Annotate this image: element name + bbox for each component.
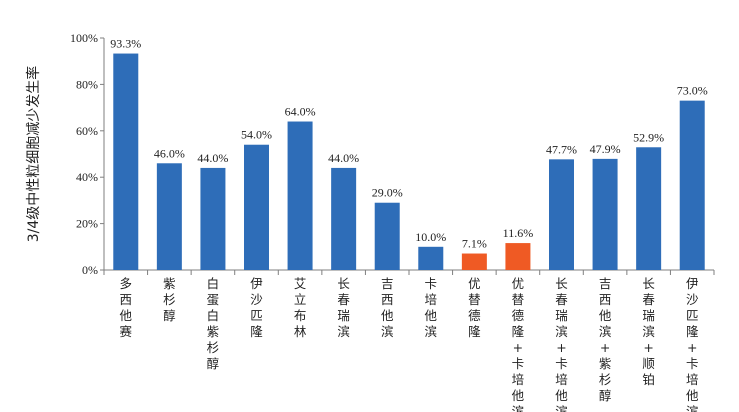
category-label: 吉西他滨 [381, 276, 394, 339]
y-tick-label: 100% [70, 31, 98, 45]
category-label: 长春瑞滨+顺铂 [642, 276, 655, 387]
y-tick-label: 80% [76, 77, 98, 91]
y-tick-label: 60% [76, 124, 98, 138]
category-label: 优替德隆+卡培他滨 [512, 276, 525, 412]
bar [636, 147, 662, 270]
y-axis-label-group: 3/4级中性粒细胞减少发生率 [25, 66, 42, 243]
bar [156, 163, 182, 270]
category-label: 紫杉醇 [163, 276, 176, 323]
data-labels: 93.3% 46.0% 44.0% 54.0% 64.0% 44.0% 29.0% 10.0%… [110, 37, 707, 251]
data-label: 47.7% [546, 142, 577, 156]
category-label: 白蛋白紫杉醇 [207, 276, 220, 371]
bar [200, 167, 226, 270]
category-label: 优替德隆 [468, 276, 481, 339]
axes [103, 38, 715, 275]
bar [331, 167, 357, 270]
category-label: 吉西他滨+紫杉醇 [599, 276, 612, 403]
category-label: 长春瑞滨 [337, 276, 350, 339]
category-label: 长春瑞滨+卡培他滨 [555, 276, 568, 412]
data-label: 93.3% [110, 37, 141, 51]
y-axis-label: 3/4级中性粒细胞减少发生率 [25, 66, 42, 243]
x-axis-categories: 多西他赛 紫杉醇 白蛋白紫杉醇 伊沙匹隆 艾立布林 长春瑞滨 吉西他滨 卡培他滨 优替德隆 优替德… [120, 276, 699, 412]
data-label: 54.0% [241, 128, 272, 142]
bars [113, 53, 705, 271]
y-tick-label: 40% [76, 170, 98, 184]
bar [592, 158, 618, 270]
data-label: 11.6% [503, 226, 534, 240]
data-label: 44.0% [328, 151, 359, 165]
data-label: 29.0% [372, 186, 403, 200]
bar [461, 253, 487, 270]
bar [679, 100, 705, 270]
data-label: 7.1% [462, 237, 487, 251]
category-label: 伊沙匹隆 [250, 276, 263, 339]
data-label: 47.9% [590, 142, 621, 156]
bar [244, 144, 269, 270]
bar [113, 53, 139, 270]
bar [418, 246, 444, 270]
category-label: 伊沙匹隆+卡培他滨 [686, 276, 699, 412]
data-label: 52.9% [633, 130, 664, 144]
data-label: 73.0% [677, 84, 708, 98]
bar [505, 243, 531, 270]
y-tick-label: 0% [82, 263, 98, 277]
y-axis-ticks: 0% 20% 40% 60% 80% 100% [70, 31, 104, 277]
bar [287, 121, 313, 271]
bar [549, 159, 574, 270]
data-label: 44.0% [197, 151, 228, 165]
category-label: 卡培他滨 [425, 276, 438, 339]
category-label: 多西他赛 [120, 276, 133, 339]
data-label: 10.0% [415, 230, 446, 244]
data-label: 64.0% [285, 105, 316, 119]
data-label: 46.0% [154, 146, 185, 160]
category-label: 艾立布林 [294, 276, 307, 339]
y-tick-label: 20% [76, 217, 98, 231]
bar [374, 202, 400, 270]
